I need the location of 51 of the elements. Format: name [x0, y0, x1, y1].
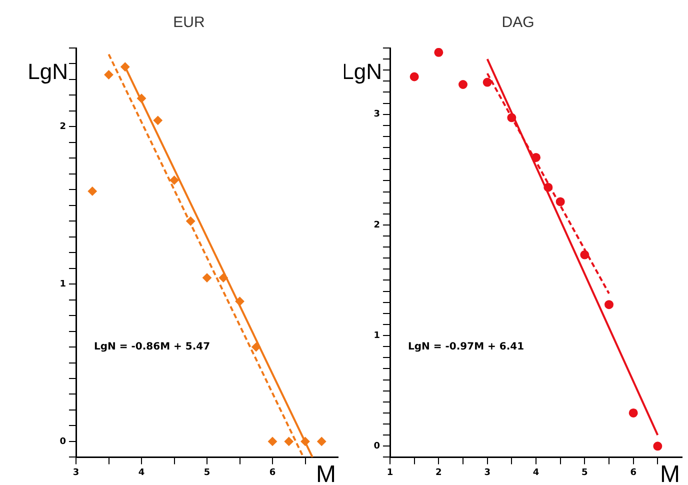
point [104, 70, 114, 80]
x-tick-label: 4 [138, 468, 145, 478]
point [120, 62, 130, 72]
point [317, 436, 326, 446]
y-tick-label: 2 [374, 220, 380, 230]
point [235, 296, 244, 306]
x-tick-label: 3 [484, 468, 490, 478]
x-tick-label: 1 [386, 468, 394, 478]
point [434, 48, 444, 57]
point [186, 216, 196, 226]
point [153, 116, 162, 125]
x-tick-label: 4 [532, 468, 540, 478]
point [137, 94, 146, 103]
point [410, 72, 419, 82]
point [268, 436, 277, 446]
point [300, 436, 310, 446]
point [482, 78, 492, 87]
point [170, 176, 179, 185]
x-tick-label: 5 [582, 468, 588, 478]
y-tick-label: 1 [60, 279, 66, 290]
x-tick-label: 3 [72, 468, 80, 478]
point [507, 113, 516, 122]
point [532, 152, 540, 162]
x-tick-label: 2 [436, 468, 442, 478]
point [580, 250, 590, 260]
y-tick-label: 0 [374, 441, 380, 452]
point [202, 273, 212, 282]
y-tick-label: 1 [374, 330, 380, 341]
point [284, 436, 294, 446]
point [88, 186, 97, 196]
y-tick-label: 0 [60, 436, 66, 447]
annotation: LgN = -0.86M + 5.47 [94, 341, 210, 352]
x-tick-label: 5 [204, 468, 210, 478]
point [556, 197, 565, 206]
x-axis-title: M [316, 460, 336, 485]
point [218, 273, 228, 282]
y-axis-title: LgN [28, 59, 68, 84]
y-tick-label: 2 [60, 122, 66, 132]
point [604, 300, 614, 310]
point [252, 342, 261, 352]
point [628, 408, 638, 418]
x-axis-title: M [660, 460, 680, 485]
x-tick-label: 6 [269, 468, 276, 478]
chart-title: DAG [502, 14, 534, 32]
annotation: LgN = -0.97M + 6.41 [408, 341, 524, 352]
point [458, 80, 468, 89]
chart-title: EUR [173, 14, 205, 32]
y-tick-label: 3 [374, 110, 380, 120]
x-tick-label: 6 [630, 468, 636, 478]
point [653, 442, 662, 451]
point [544, 182, 553, 192]
